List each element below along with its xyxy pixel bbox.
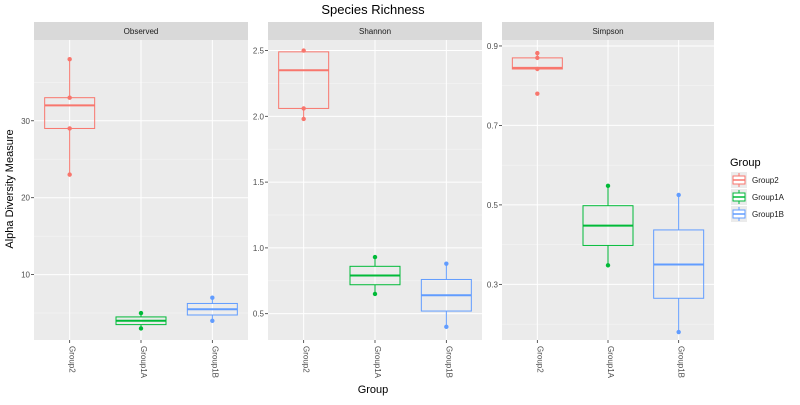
x-tick-label: Group1A bbox=[139, 346, 148, 379]
data-point bbox=[535, 50, 540, 56]
x-tick-label: Group1B bbox=[210, 346, 219, 378]
facet-strip-label: Simpson bbox=[592, 27, 623, 36]
boxplot-group1a bbox=[582, 183, 634, 268]
legend-label: Group1A bbox=[752, 193, 785, 202]
boxplot-group2 bbox=[278, 48, 330, 122]
y-axis-label: Alpha Diversity Measure bbox=[4, 129, 16, 248]
y-tick-label: 0.3 bbox=[487, 280, 499, 289]
boxplot-group1a bbox=[115, 310, 167, 331]
legend-title: Group bbox=[730, 157, 761, 169]
data-point bbox=[372, 291, 378, 297]
data-point bbox=[67, 95, 72, 100]
data-point bbox=[67, 126, 72, 131]
data-point bbox=[301, 48, 306, 53]
data-point bbox=[210, 318, 215, 323]
facet-strip bbox=[502, 22, 714, 40]
data-point bbox=[67, 172, 72, 177]
data-point bbox=[676, 329, 681, 335]
facet-panel-observed: Observed 10 20 30 Group2 Group1A Group1B bbox=[21, 22, 248, 379]
data-point bbox=[301, 116, 306, 122]
boxplot-group2 bbox=[44, 57, 96, 177]
data-point bbox=[138, 310, 144, 316]
data-point bbox=[535, 91, 540, 96]
facet-strip-label: Shannon bbox=[359, 27, 391, 36]
facet-strip bbox=[268, 22, 482, 40]
facet-strip bbox=[34, 22, 248, 40]
data-point bbox=[605, 183, 611, 189]
x-tick-label: Group2 bbox=[535, 346, 544, 373]
x-tick-label: Group1A bbox=[373, 346, 382, 379]
legend-item-group2: Group2 bbox=[731, 172, 779, 188]
chart-title: Species Richness bbox=[321, 2, 425, 17]
boxplot-group1a bbox=[349, 254, 401, 297]
data-point bbox=[535, 55, 540, 61]
boxplot-group1b bbox=[653, 192, 705, 335]
facet-panel-shannon: Shannon 0.5 1.0 1.5 2.0 2.5 Group2 Group1A Group… bbox=[253, 22, 482, 379]
y-tick-label: 2.0 bbox=[253, 112, 265, 121]
legend-label: Group2 bbox=[752, 176, 779, 185]
data-point bbox=[535, 66, 540, 72]
boxplot-group1b bbox=[186, 295, 238, 323]
legend-item-group1a: Group1A bbox=[731, 189, 785, 205]
y-tick-label: 2.5 bbox=[253, 47, 265, 56]
boxplot-group2 bbox=[511, 50, 563, 96]
y-tick-label: 0.5 bbox=[487, 201, 499, 210]
x-tick-label: Group2 bbox=[68, 346, 77, 373]
y-tick-label: 1.5 bbox=[253, 178, 265, 187]
data-point bbox=[605, 263, 611, 268]
y-tick-label: 30 bbox=[21, 117, 30, 126]
y-tick-label: 0.5 bbox=[253, 310, 265, 319]
facet-panel-simpson: Simpson 0.3 0.5 0.7 0.9 Group2 Group1A Group1B bbox=[487, 22, 714, 379]
data-point bbox=[372, 254, 378, 260]
x-tick-label: Group1A bbox=[606, 346, 615, 379]
x-tick-label: Group1B bbox=[677, 346, 686, 378]
data-point bbox=[444, 261, 449, 266]
x-axis-label: Group bbox=[358, 384, 389, 396]
data-point bbox=[138, 326, 144, 331]
boxplot-group1b bbox=[420, 261, 472, 330]
y-tick-label: 10 bbox=[21, 271, 30, 280]
legend-item-group1b: Group1B bbox=[731, 206, 784, 222]
y-tick-label: 1.0 bbox=[253, 244, 265, 253]
y-tick-label: 0.7 bbox=[487, 121, 499, 130]
y-tick-label: 0.9 bbox=[487, 42, 499, 51]
data-point bbox=[67, 57, 72, 62]
x-tick-label: Group2 bbox=[302, 346, 311, 373]
y-tick-label: 20 bbox=[21, 194, 30, 203]
legend: Group Group2 Group1A Group1B bbox=[730, 157, 785, 222]
data-point bbox=[676, 192, 681, 198]
data-point bbox=[444, 324, 449, 330]
legend-label: Group1B bbox=[752, 210, 784, 219]
data-point bbox=[210, 295, 215, 300]
data-point bbox=[301, 106, 306, 111]
x-tick-label: Group1B bbox=[444, 346, 453, 378]
facet-strip-label: Observed bbox=[124, 27, 159, 36]
